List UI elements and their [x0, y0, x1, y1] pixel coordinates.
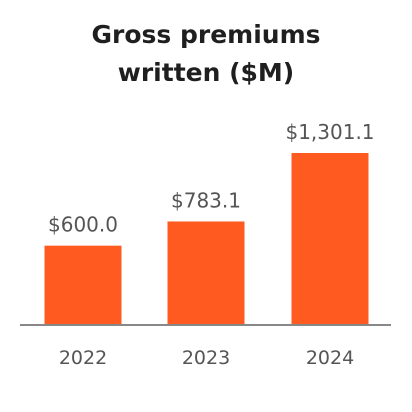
chart-title-line-1: Gross premiums — [91, 20, 321, 49]
x-tick-label-2022: 2022 — [59, 347, 107, 369]
x-tick-label-2023: 2023 — [182, 347, 230, 369]
bar-2022 — [44, 245, 122, 325]
data-label-2023: $783.1 — [171, 188, 241, 212]
x-tick-label-2024: 2024 — [306, 347, 354, 369]
bar-2024 — [291, 153, 369, 325]
chart-title-line-2: written ($M) — [117, 58, 295, 87]
data-label-2024: $1,301.1 — [285, 120, 374, 144]
data-label-2022: $600.0 — [48, 213, 118, 237]
chart-title: Gross premiums written ($M) — [56, 16, 356, 92]
bar-2023 — [167, 221, 245, 325]
